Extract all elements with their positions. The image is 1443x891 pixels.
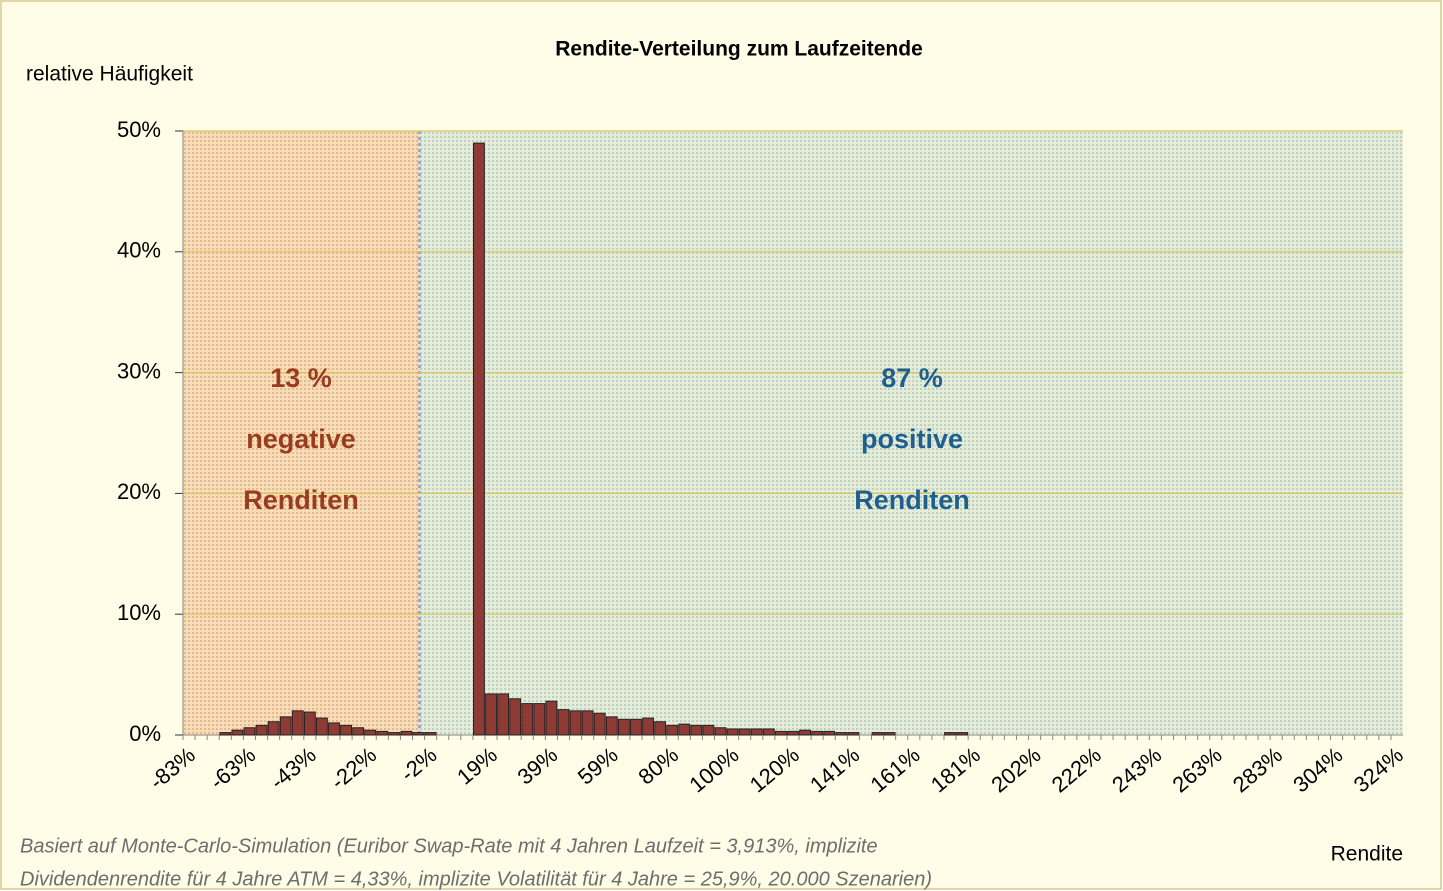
positive-region xyxy=(419,131,1403,735)
bar xyxy=(605,716,618,736)
bar xyxy=(654,721,667,736)
bar xyxy=(642,717,654,736)
bar xyxy=(702,724,715,736)
bar xyxy=(678,723,691,736)
bar xyxy=(956,732,969,736)
bar xyxy=(944,732,956,736)
y-axis-label: relative Häufigkeit xyxy=(26,63,193,86)
bar xyxy=(714,727,727,736)
bar xyxy=(509,698,522,736)
annotation: Renditen xyxy=(243,485,359,515)
bar xyxy=(617,718,630,736)
footnote: Dividendenrendite für 4 Jahre ATM = 4,33… xyxy=(20,868,932,890)
bar xyxy=(871,732,884,736)
bar xyxy=(424,732,437,736)
bar xyxy=(883,732,896,736)
bar xyxy=(823,730,836,736)
bar xyxy=(412,732,425,736)
y-tick-label: 10% xyxy=(117,600,161,625)
annotation: 87 % xyxy=(881,363,943,393)
bar xyxy=(738,728,751,736)
y-tick-label: 20% xyxy=(117,479,161,504)
bar xyxy=(521,703,534,736)
bar xyxy=(847,732,860,736)
bar xyxy=(376,730,389,736)
bar xyxy=(352,727,365,736)
bar xyxy=(340,724,353,736)
bar xyxy=(497,693,510,736)
negative-region xyxy=(183,131,420,735)
annotation: 13 % xyxy=(270,363,332,393)
bar xyxy=(666,724,679,736)
bar xyxy=(303,711,316,736)
x-axis-label: Rendite xyxy=(1331,843,1403,866)
bar xyxy=(291,710,304,736)
bar xyxy=(762,728,775,736)
bar xyxy=(835,732,848,736)
bar xyxy=(388,732,401,736)
bar xyxy=(799,729,812,736)
bar xyxy=(243,727,256,736)
y-tick-label: 40% xyxy=(117,238,161,263)
y-tick-label: 50% xyxy=(117,117,161,142)
annotation: Renditen xyxy=(854,485,970,515)
bar xyxy=(557,709,570,736)
bar xyxy=(726,728,739,736)
bar xyxy=(473,142,485,736)
bar xyxy=(593,712,606,736)
bar xyxy=(231,729,244,736)
bar xyxy=(533,703,546,736)
bar xyxy=(545,700,558,736)
bar xyxy=(581,710,594,736)
bar xyxy=(219,732,232,736)
y-tick-label: 0% xyxy=(129,721,161,746)
bar xyxy=(630,718,642,736)
bar xyxy=(569,710,582,736)
bar xyxy=(774,730,787,736)
bar xyxy=(690,724,703,736)
annotation: positive xyxy=(861,424,963,454)
bar xyxy=(279,716,292,736)
bar xyxy=(750,728,763,736)
bar xyxy=(364,729,377,736)
bar xyxy=(811,730,824,736)
annotation: negative xyxy=(246,424,356,454)
bar xyxy=(255,724,268,736)
bar xyxy=(315,717,328,736)
bar xyxy=(485,693,497,736)
footnote: Basiert auf Monte-Carlo-Simulation (Euri… xyxy=(20,835,878,857)
bar xyxy=(400,730,413,736)
chart-title: Rendite-Verteilung zum Laufzeitende xyxy=(555,38,923,61)
bar xyxy=(787,730,799,736)
bar xyxy=(328,722,340,736)
bar xyxy=(267,721,280,736)
y-tick-label: 30% xyxy=(117,358,161,383)
